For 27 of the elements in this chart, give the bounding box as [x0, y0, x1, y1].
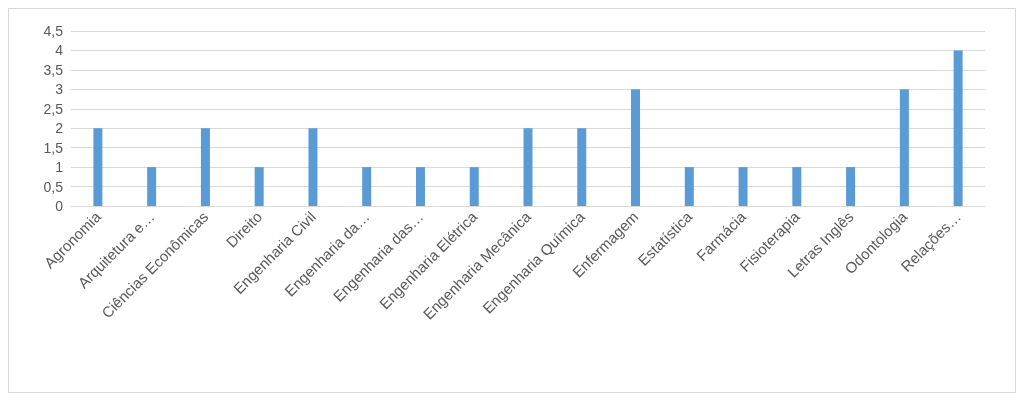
- bar: [846, 167, 856, 206]
- bar: [523, 128, 533, 206]
- y-tick-label: 1,5: [43, 139, 64, 156]
- bar: [362, 167, 372, 206]
- y-tick-label: 1: [55, 159, 64, 176]
- y-tick-label: 0: [55, 198, 64, 214]
- bar: [953, 50, 963, 206]
- bar: [200, 128, 210, 206]
- bar: [631, 89, 641, 206]
- bar: [738, 167, 748, 206]
- bar: [792, 167, 802, 206]
- y-tick-label: 0,5: [43, 178, 64, 195]
- y-tick-label: 4: [55, 42, 64, 59]
- bar: [308, 128, 318, 206]
- bar: [469, 167, 479, 206]
- bar: [254, 167, 264, 206]
- y-tick-label: 2,5: [43, 100, 64, 117]
- bar: [93, 128, 103, 206]
- bar: [684, 167, 694, 206]
- bar: [415, 167, 425, 206]
- y-tick-label: 4,5: [43, 23, 64, 39]
- y-tick-label: 3,5: [43, 61, 64, 78]
- y-tick-label: 3: [55, 81, 64, 98]
- bar: [899, 89, 909, 206]
- bar: [577, 128, 587, 206]
- y-tick-label: 2: [55, 120, 64, 137]
- bar: [147, 167, 157, 206]
